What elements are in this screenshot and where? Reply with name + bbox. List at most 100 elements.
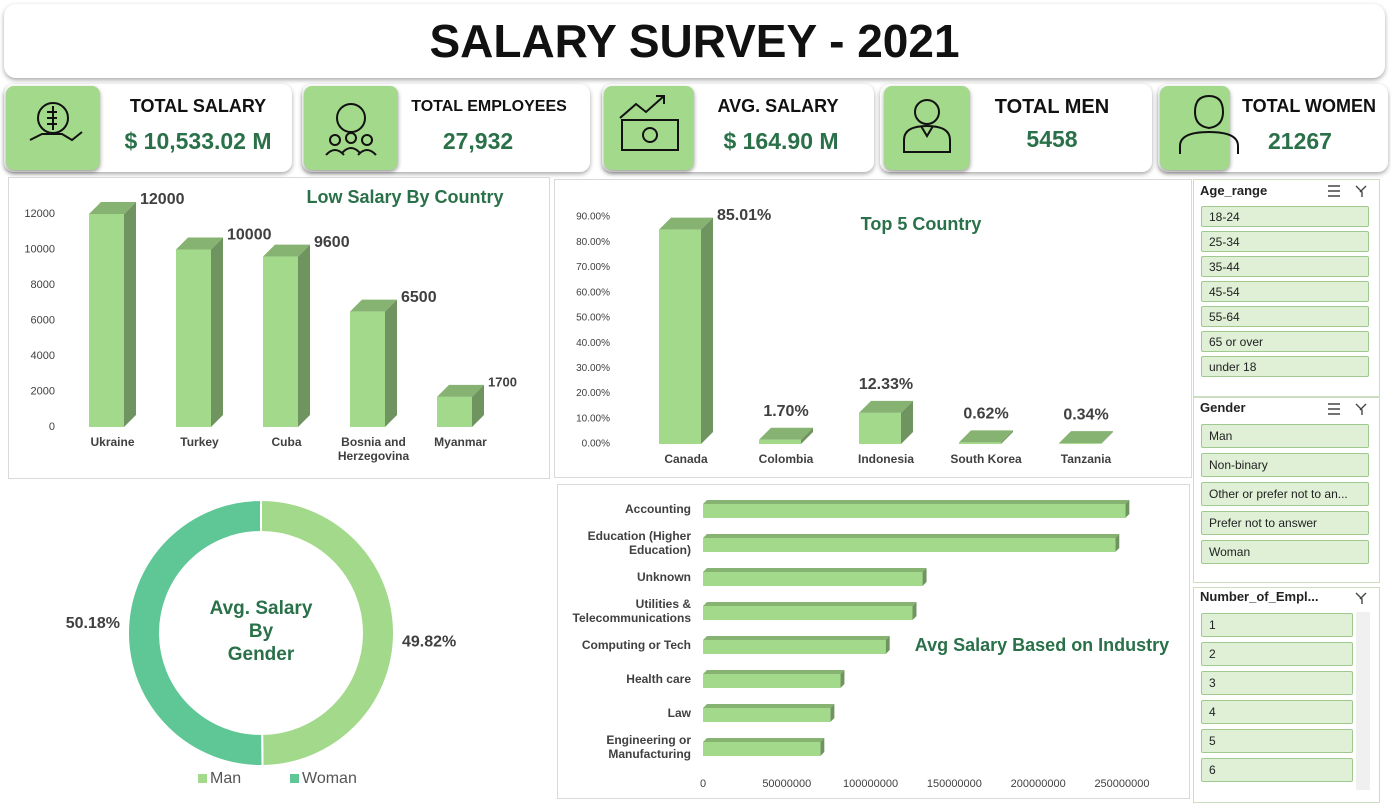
y-tick-label: Health care	[626, 672, 691, 686]
slicer-item[interactable]: Other or prefer not to an...	[1201, 482, 1369, 506]
slicer-item[interactable]: 3	[1201, 671, 1353, 695]
data-label: 85.01%	[717, 207, 771, 224]
bar-front	[89, 214, 124, 427]
slicer-item[interactable]: 5	[1201, 729, 1353, 753]
slicer-item[interactable]: Man	[1201, 424, 1369, 448]
x-tick-label: Colombia	[758, 452, 814, 466]
bar-top	[659, 217, 713, 230]
legend-label: Woman	[302, 770, 357, 787]
slicer-item[interactable]: 1	[1201, 613, 1353, 637]
y-tick-label: 4000	[31, 350, 55, 362]
x-tick-label: Indonesia	[857, 452, 914, 466]
kpi-value: $ 164.90 M	[723, 128, 839, 154]
chart-title: Top 5 Country	[861, 214, 982, 234]
bar-front	[659, 229, 701, 444]
y-tick-label: 50.00%	[576, 313, 610, 324]
bar	[176, 237, 223, 427]
slicer-item[interactable]: 4	[1201, 700, 1353, 724]
kpi-value: 21267	[1268, 128, 1332, 154]
slicer-item[interactable]: Non-binary	[1201, 453, 1369, 477]
kpi-label: AVG. SALARY	[717, 96, 839, 116]
slicer-item[interactable]: 2	[1201, 642, 1353, 666]
x-tick-label: 250000000	[1094, 778, 1149, 790]
bar-front	[703, 572, 923, 586]
bar-side	[298, 244, 310, 427]
bar-side	[701, 217, 713, 444]
bar	[703, 636, 890, 654]
bar	[263, 244, 310, 427]
icon-shape	[336, 103, 366, 133]
bar	[350, 299, 397, 427]
icon-shape	[325, 147, 377, 156]
donut-slice	[127, 498, 264, 767]
slicer-icon[interactable]	[1355, 592, 1367, 604]
bar-front	[703, 640, 886, 654]
data-label: 50.18%	[66, 615, 120, 632]
bar-side	[472, 384, 484, 427]
x-tick-label: Cuba	[271, 435, 302, 449]
bar-top	[1059, 431, 1113, 444]
bar-side	[1101, 431, 1113, 444]
x-tick-label: Myanmar	[434, 435, 487, 449]
slicer-item[interactable]: 65 or over	[1201, 331, 1369, 352]
bar	[703, 602, 917, 620]
bar-top	[703, 534, 1120, 538]
y-tick-label: 30.00%	[576, 363, 610, 374]
kpi-value: $ 10,533.02 M	[124, 128, 272, 154]
x-tick-label: Turkey	[180, 435, 219, 449]
slicer-title: Age_range	[1200, 183, 1268, 198]
icon-shape	[361, 134, 373, 146]
slicer-item[interactable]: 6	[1201, 758, 1353, 782]
slicer-icon[interactable]	[1328, 185, 1367, 197]
slicer-item[interactable]: 25-34	[1201, 231, 1369, 252]
bar-side	[820, 738, 825, 756]
legend-label: Man	[210, 770, 241, 787]
bar	[859, 400, 913, 444]
bar	[703, 568, 927, 586]
slicer-item[interactable]: Woman	[1201, 540, 1369, 564]
bar-side	[1001, 430, 1013, 444]
bar	[703, 670, 845, 688]
bar-front	[437, 396, 472, 427]
slicer-item[interactable]: 45-54	[1201, 281, 1369, 302]
legend-swatch	[290, 774, 299, 783]
bar-side	[901, 400, 913, 444]
kpi-label: TOTAL WOMEN	[1242, 96, 1376, 116]
y-tick-label: Unknown	[637, 570, 691, 584]
y-tick-label: 80.00%	[576, 237, 610, 248]
icon-shape	[914, 99, 940, 125]
bar-side	[211, 237, 223, 427]
data-label: 10000	[227, 227, 272, 244]
bar-top	[703, 568, 927, 572]
x-tick-label: 200000000	[1011, 778, 1066, 790]
slicer-item[interactable]: 35-44	[1201, 256, 1369, 277]
slicer-icon[interactable]	[1328, 403, 1367, 415]
slicer-title: Gender	[1200, 400, 1246, 415]
data-label: 12.33%	[859, 376, 913, 393]
bar-front	[176, 249, 211, 427]
slicer-item[interactable]: 55-64	[1201, 306, 1369, 327]
bar	[659, 217, 713, 444]
bar-top	[703, 704, 835, 708]
slicer-item[interactable]: under 18	[1201, 356, 1369, 377]
y-tick-label: Engineering or Manufacturing	[606, 733, 691, 761]
y-tick-label: 10.00%	[576, 413, 610, 424]
x-tick-label: Ukraine	[90, 435, 135, 449]
data-label: 1.70%	[763, 403, 808, 420]
bar-front	[703, 538, 1116, 552]
kpi-label: TOTAL MEN	[994, 96, 1110, 118]
bar-front	[263, 256, 298, 427]
x-tick-label: Bosnia and Herzegovina	[337, 435, 410, 463]
bar-top	[437, 384, 484, 397]
bar-front	[703, 742, 821, 756]
bar-front	[703, 606, 913, 620]
data-label: 6500	[401, 289, 437, 306]
slicer-item[interactable]: 18-24	[1201, 206, 1369, 227]
bar-front	[959, 442, 1001, 444]
scrollbar[interactable]	[1356, 612, 1370, 790]
bar-top	[959, 430, 1013, 443]
bar-front	[1059, 443, 1101, 444]
slicer-item[interactable]: Prefer not to answer	[1201, 511, 1369, 535]
